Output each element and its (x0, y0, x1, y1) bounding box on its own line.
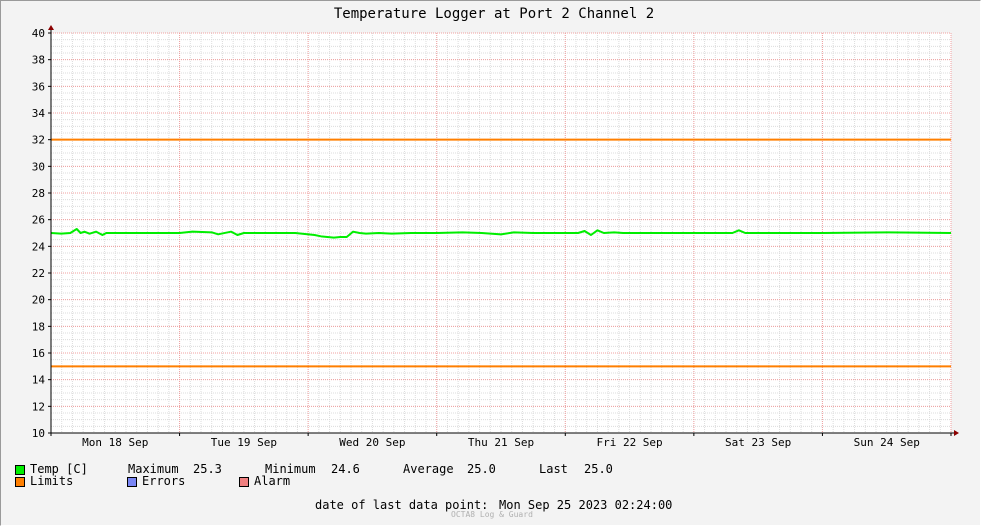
axes (48, 25, 959, 436)
y-tick-label: 28 (32, 187, 45, 200)
limit-lines (51, 138, 951, 368)
x-tick-label: Sat 23 Sep (725, 436, 791, 449)
errors-swatch (127, 477, 137, 487)
chart-title: Temperature Logger at Port 2 Channel 2 (334, 6, 654, 22)
y-tick-label: 20 (32, 294, 45, 307)
legend-errors-label: Errors (142, 474, 186, 488)
y-tick-label: 36 (32, 80, 45, 93)
y-tick-label: 34 (32, 107, 46, 120)
y-tick-label: 38 (32, 54, 45, 67)
y-axis-ticks: 10 12 14 16 18 20 22 24 26 28 30 32 34 36 38 40 (32, 27, 51, 440)
y-tick-label: 40 (32, 27, 45, 40)
limits-swatch (15, 477, 25, 487)
avg-label: Average (403, 462, 454, 476)
max-label: Maximum (128, 462, 179, 476)
last-point-value: Mon Sep 25 2023 02:24:00 (499, 498, 673, 512)
x-tick-label: Mon 18 Sep (82, 436, 148, 449)
y-tick-label: 32 (32, 134, 45, 147)
y-tick-label: 22 (32, 267, 45, 280)
avg-value: 25.0 (467, 462, 496, 476)
y-tick-label: 14 (32, 374, 46, 387)
last-label: Last (539, 462, 568, 476)
x-tick-label: Tue 19 Sep (211, 436, 277, 449)
x-tick-label: Sun 24 Sep (854, 436, 920, 449)
y-tick-label: 10 (32, 427, 45, 440)
x-axis-arrow (954, 430, 959, 436)
last-value: 25.0 (584, 462, 613, 476)
min-value: 24.6 (331, 462, 360, 476)
y-axis-arrow (48, 25, 54, 30)
legend-limits-label: Limits (30, 474, 74, 488)
x-tick-label: Fri 22 Sep (596, 436, 662, 449)
watermark: OCTA8 Log & Guard (451, 510, 533, 519)
x-tick-label: Wed 20 Sep (339, 436, 405, 449)
alarm-swatch (239, 477, 249, 487)
temp-swatch (15, 465, 25, 475)
y-tick-label: 26 (32, 214, 45, 227)
y-tick-label: 30 (32, 160, 45, 173)
x-tick-label: Thu 21 Sep (468, 436, 534, 449)
temp-series-line (50, 228, 952, 239)
legend-temp-label: Temp [C] (30, 462, 88, 476)
last-point-label: date of last data point: (315, 498, 489, 512)
y-tick-label: 24 (32, 240, 46, 253)
max-value: 25.3 (193, 462, 222, 476)
y-tick-label: 12 (32, 400, 45, 413)
legend-alarm-label: Alarm (254, 474, 291, 488)
min-label: Minimum (265, 462, 316, 476)
x-axis-ticks: Mon 18 Sep Tue 19 Sep Wed 20 Sep Thu 21 Sep… (50, 433, 952, 449)
y-tick-label: 16 (32, 347, 45, 360)
series-lines (50, 228, 952, 239)
y-tick-label: 18 (32, 320, 45, 333)
